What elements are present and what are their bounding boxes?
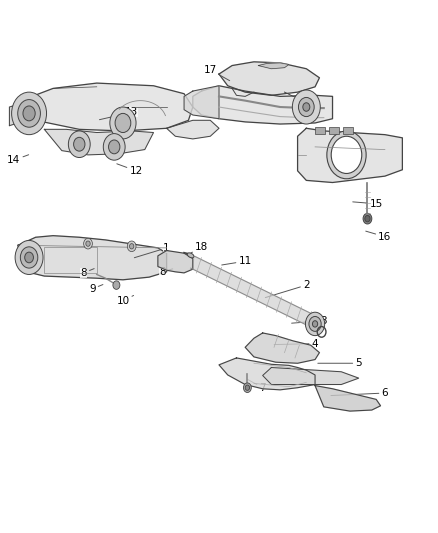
Bar [329,127,339,134]
Polygon shape [263,368,359,384]
Polygon shape [166,120,219,139]
Text: 13: 13 [99,107,138,120]
Polygon shape [18,236,166,280]
Polygon shape [44,130,153,155]
Circle shape [365,215,370,222]
Circle shape [331,136,362,173]
Circle shape [113,281,120,289]
Text: 16: 16 [366,231,392,242]
Text: 9: 9 [89,284,103,294]
Circle shape [103,134,125,160]
Text: 4: 4 [274,338,318,349]
Text: 5: 5 [318,358,362,368]
Circle shape [130,244,134,249]
Text: 1: 1 [134,243,170,258]
Polygon shape [158,251,193,273]
Polygon shape [219,62,319,95]
Polygon shape [184,86,219,119]
Text: 18: 18 [191,243,208,253]
Circle shape [115,114,131,133]
Circle shape [18,100,40,127]
Polygon shape [297,128,403,182]
Polygon shape [10,102,35,126]
Polygon shape [191,256,317,328]
Polygon shape [193,86,332,124]
Circle shape [244,383,251,392]
Polygon shape [258,63,289,69]
Text: 3: 3 [292,316,327,326]
Text: 11: 11 [222,256,252,266]
Text: 14: 14 [7,155,28,165]
Circle shape [12,92,46,135]
Polygon shape [245,333,319,364]
Text: 2: 2 [265,280,310,297]
Text: 10: 10 [117,295,134,306]
Circle shape [20,247,38,268]
Bar [343,127,353,134]
Circle shape [68,131,90,158]
Circle shape [312,321,318,327]
Circle shape [109,140,120,154]
Circle shape [127,241,136,252]
Text: 12: 12 [117,164,143,176]
Circle shape [110,107,136,139]
Circle shape [309,317,321,332]
Text: 7: 7 [247,379,266,393]
Circle shape [292,90,320,124]
Polygon shape [18,83,193,131]
Text: 17: 17 [204,65,230,80]
Circle shape [15,240,43,274]
Bar [44,247,97,273]
Polygon shape [315,385,381,411]
Text: 15: 15 [353,199,383,209]
Circle shape [298,98,314,117]
Polygon shape [219,358,315,390]
Circle shape [327,131,366,179]
Circle shape [245,385,250,390]
Text: 6: 6 [331,388,388,398]
Circle shape [23,106,35,121]
Circle shape [84,238,92,249]
Circle shape [25,252,33,263]
Circle shape [303,103,310,111]
Circle shape [74,138,85,151]
Circle shape [86,241,90,246]
Text: 8: 8 [80,268,94,278]
Text: 8: 8 [159,267,173,277]
Circle shape [363,213,372,224]
Circle shape [305,312,325,336]
Bar [315,127,325,134]
Ellipse shape [187,253,194,258]
